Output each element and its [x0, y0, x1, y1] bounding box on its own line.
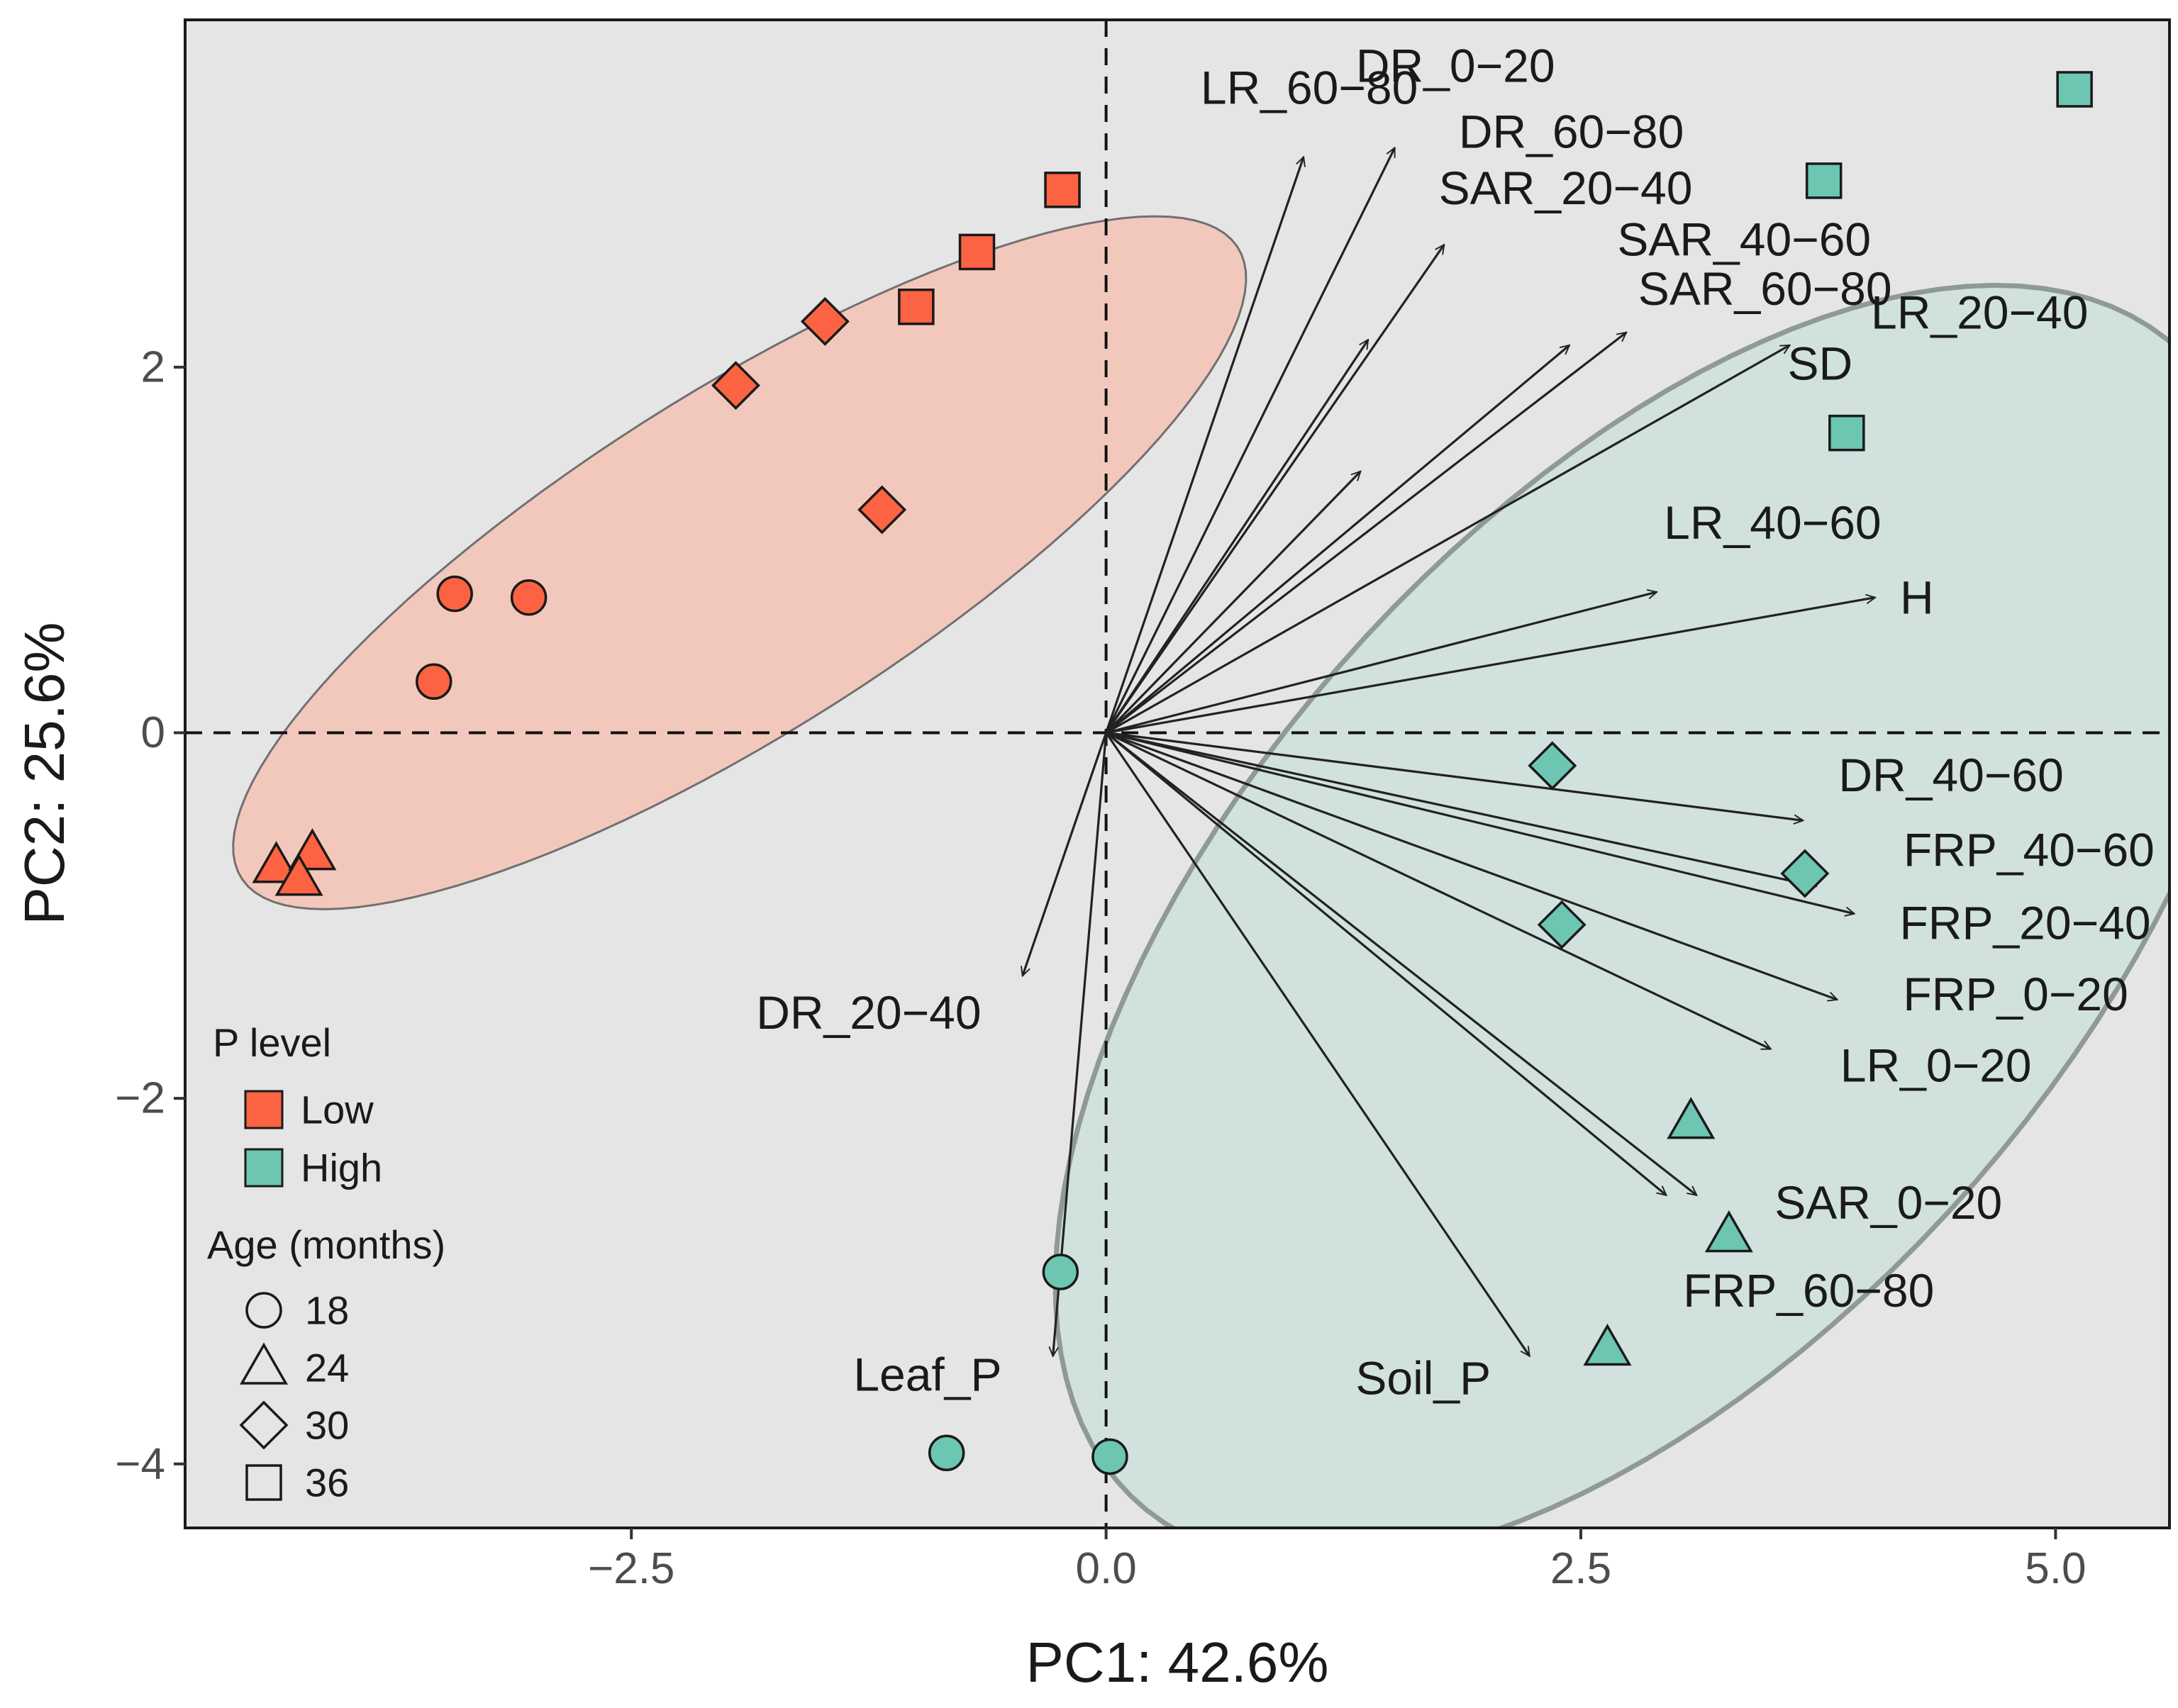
sample-point-low [711, 361, 760, 411]
loading-label: DR_0−20 [1356, 39, 1555, 91]
sample-point-low [510, 579, 548, 616]
sample-point-high [1667, 1097, 1716, 1139]
loading-label: FRP_20−40 [1899, 897, 2150, 949]
sample-point-high [1828, 414, 1865, 452]
x-tick-label: 0.0 [1075, 1544, 1136, 1593]
legend-swatch-low [244, 1090, 284, 1129]
legend-shape-triangle [239, 1342, 289, 1385]
legend-title-age: Age (months) [207, 1222, 445, 1267]
loading-arrow [1105, 245, 1445, 734]
legend-shape-diamond [239, 1400, 289, 1450]
ellipse-low [232, 215, 1248, 910]
loading-label: SD [1787, 337, 1852, 390]
x-axis-title: PC1: 42.6% [1026, 1631, 1329, 1694]
sample-point-low [416, 663, 452, 700]
sample-point-high [2056, 71, 2093, 108]
sample-point-low [898, 289, 935, 325]
sample-point-low [857, 485, 907, 535]
legend-swatch-high [244, 1148, 284, 1188]
sample-point-low [436, 575, 473, 613]
sample-point-high [1704, 1210, 1753, 1253]
loading-label: FRP_40−60 [1904, 823, 2155, 876]
legend-label: 18 [305, 1288, 349, 1333]
x-axis: −2.5 0.0 2.5 5.0 [588, 1528, 2086, 1593]
loading-arrow [1105, 345, 1569, 734]
loading-arrow [1105, 471, 1361, 734]
sample-point-low [252, 841, 301, 883]
sample-point-high [1537, 900, 1587, 949]
legend-label: Low [301, 1088, 374, 1132]
sample-point-low [274, 854, 323, 896]
sample-point-low [800, 296, 850, 346]
y-tick-label: −4 [115, 1439, 165, 1488]
legend-shape-square [245, 1464, 282, 1501]
loading-label: H [1900, 571, 1934, 624]
confidence-ellipses [232, 215, 2169, 1528]
loading-label: SAR_20−40 [1439, 162, 1693, 214]
y-tick-label: −2 [115, 1074, 165, 1123]
loading-label: DR_20−40 [756, 986, 981, 1039]
loading-arrow [1105, 732, 1697, 1195]
sample-points [252, 71, 2093, 1475]
loading-arrow [1105, 340, 1369, 734]
loading-label: Soil_P [1355, 1352, 1491, 1405]
loading-arrow [1106, 731, 1855, 913]
loading-arrow [1105, 344, 1790, 734]
loading-vectors [1023, 147, 1875, 1356]
ellipse-high [1052, 282, 2169, 1528]
loading-label: SAR_0−20 [1774, 1176, 2002, 1229]
y-tick-label: 0 [141, 708, 165, 757]
plot-border [184, 18, 2171, 1529]
loading-label: DR_40−60 [1838, 749, 2063, 801]
x-tick-label: 2.5 [1550, 1544, 1611, 1593]
loading-arrow [1053, 732, 1108, 1356]
legend-shape-circle [245, 1292, 282, 1329]
sample-point-high [1091, 1438, 1128, 1475]
loading-arrow [1106, 731, 1838, 999]
loading-arrow [1105, 732, 1771, 1050]
loading-arrow [1106, 731, 1804, 820]
y-tick-label: 2 [141, 342, 165, 391]
sample-point-high [1042, 1254, 1079, 1290]
x-tick-label: −2.5 [588, 1544, 674, 1593]
sample-point-high [1583, 1323, 1632, 1366]
loading-arrow [1106, 598, 1875, 735]
loading-label: SAR_40−60 [1617, 213, 1871, 265]
loading-label: LR_0−20 [1840, 1039, 2032, 1092]
loading-arrow [1105, 157, 1304, 734]
loading-arrow [1105, 333, 1627, 734]
loading-arrow [1105, 147, 1396, 734]
legend-label: High [301, 1146, 382, 1190]
loading-label: Leaf_P [853, 1348, 1001, 1400]
sample-point-high [1528, 741, 1577, 791]
legend-label: 36 [305, 1461, 349, 1505]
legend: P level Low High Age (months) 18 24 30 36 [207, 1020, 445, 1505]
loading-label: SAR_60−80 [1638, 262, 1892, 315]
loading-label: LR_60−80 [1201, 61, 1418, 113]
loading-arrow [1105, 732, 1531, 1356]
sample-point-high [1805, 162, 1843, 199]
legend-label: 30 [305, 1403, 349, 1448]
loading-arrow [1106, 592, 1657, 735]
reference-lines [185, 20, 2169, 1528]
loading-label: FRP_0−20 [1903, 968, 2128, 1020]
loading-arrow [1106, 731, 1816, 886]
sample-point-high [928, 1434, 965, 1472]
loading-arrow [1105, 732, 1667, 1195]
x-tick-label: 5.0 [2025, 1544, 2086, 1593]
loading-label: LR_40−60 [1664, 496, 1881, 549]
sample-point-low [958, 233, 996, 271]
sample-point-low [1044, 172, 1081, 208]
loading-arrow [1023, 732, 1108, 976]
loading-label: DR_60−80 [1459, 105, 1684, 157]
legend-title-p-level: P level [213, 1020, 331, 1065]
loading-label: LR_20−40 [1871, 286, 2088, 339]
sample-point-high [1780, 849, 1830, 898]
y-axis-title: PC2: 25.6% [13, 623, 76, 925]
legend-label: 24 [305, 1346, 349, 1390]
y-axis: −4 −2 0 2 [115, 342, 185, 1488]
loading-label: FRP_60−80 [1683, 1264, 1934, 1317]
